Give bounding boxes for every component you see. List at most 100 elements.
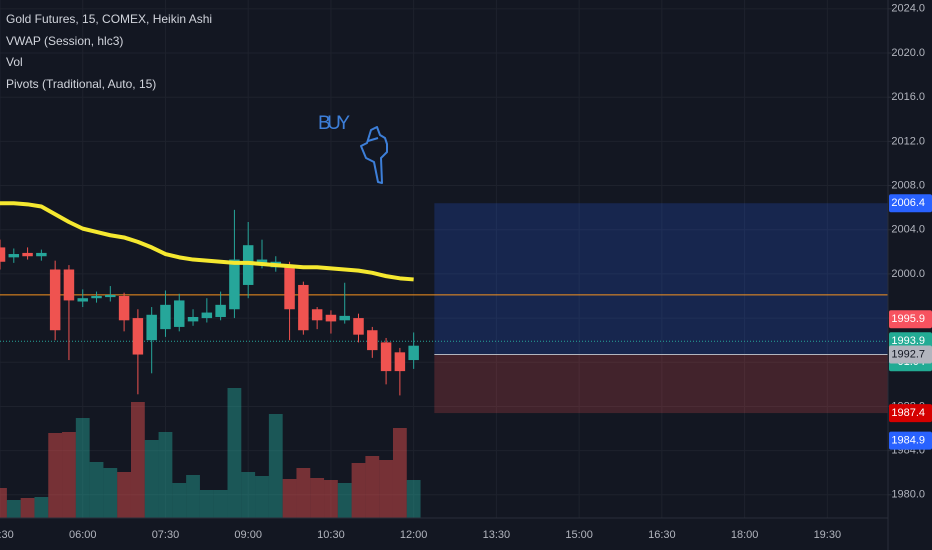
candle-body [77, 298, 88, 302]
y-tick-label: 2020.0 [891, 47, 925, 59]
axis-layer: 1980.01984.01988.01992.01996.02000.02004… [0, 3, 932, 541]
candle-body [229, 259, 240, 310]
candle-body [394, 352, 406, 372]
candle-body [187, 316, 199, 322]
candle-body [339, 315, 350, 321]
x-tick-label: 09:00 [234, 529, 262, 541]
price-label: 1992.7 [891, 348, 925, 360]
x-tick-label: 12:00 [400, 529, 428, 541]
price-label: 1984.9 [891, 435, 925, 447]
target-zone [434, 203, 888, 355]
volume-bar [172, 483, 187, 518]
candle-body [201, 312, 213, 319]
candle-body [215, 304, 226, 317]
volume-bar [392, 428, 407, 518]
volume-bar [296, 468, 311, 518]
volume-bar [48, 433, 63, 518]
x-tick-label: 18:00 [731, 529, 759, 541]
candle-body [284, 265, 295, 310]
candle-body [298, 284, 309, 331]
chart-title: Gold Futures, 15, COMEX, Heikin Ashi [6, 12, 212, 26]
x-tick-label: 10:30 [317, 529, 345, 541]
price-label-box [889, 310, 932, 329]
volume-bar [20, 498, 35, 518]
y-tick-label: 2008.0 [891, 179, 925, 191]
volume-bar [324, 480, 338, 518]
volume-bar [268, 414, 283, 518]
volume-bar [75, 418, 90, 518]
volume-bar [144, 440, 159, 518]
volume-bar [130, 402, 145, 518]
volume-bar [227, 388, 242, 518]
hand-icon [360, 126, 388, 184]
volume-bar [62, 432, 76, 518]
candle-body [174, 300, 185, 327]
y-tick-label: 1980.0 [891, 489, 925, 501]
x-tick-label: 07:30 [152, 529, 180, 541]
price-label: 2006.4 [891, 197, 925, 209]
candle-body [256, 259, 268, 264]
y-tick-label: 2012.0 [891, 135, 925, 147]
x-tick-label: 04:30 [0, 529, 14, 541]
price-label-box [889, 345, 932, 364]
volume-bar [282, 479, 297, 518]
candle-body [118, 296, 130, 321]
volume-bar [310, 478, 325, 518]
volume-bar [406, 480, 421, 518]
volume-bar [365, 456, 380, 518]
volume-bar [337, 483, 352, 518]
volume-bar [34, 497, 49, 518]
volume-bar [6, 500, 21, 518]
volume-bar [186, 475, 200, 518]
volume-bar [241, 472, 256, 518]
annotation: BUY [318, 113, 350, 134]
candle-body [91, 296, 102, 299]
candle-body [105, 294, 116, 298]
y-tick-label: 2004.0 [891, 224, 925, 236]
candle-body [0, 247, 6, 262]
candle-body [146, 314, 157, 341]
volume-bar [117, 472, 131, 518]
candle-body [353, 318, 364, 335]
indicator-label: VWAP (Session, hlc3) [6, 34, 123, 48]
y-tick-label: 2024.0 [891, 3, 925, 15]
x-tick-label: 15:00 [565, 529, 593, 541]
volume-bar [158, 432, 173, 518]
indicator-label: Vol [6, 55, 23, 69]
price-label: 1993.9 [891, 335, 925, 347]
candle-body [380, 342, 392, 372]
price-label-box [889, 404, 932, 423]
grid-layer [0, 0, 888, 518]
indicator-label: Pivots (Traditional, Auto, 15) [6, 77, 156, 91]
candle-body [242, 245, 254, 285]
candle-body [160, 304, 171, 330]
candle-body [22, 252, 33, 257]
candle-body [36, 252, 47, 257]
volume-bar [379, 460, 393, 518]
volume-bar [103, 468, 118, 518]
price-label: 1987.4 [891, 407, 925, 419]
y-tick-label: 2016.0 [891, 91, 925, 103]
price-label: 1995.9 [891, 313, 925, 325]
volume-bar [213, 490, 228, 518]
x-tick-label: 13:30 [483, 529, 511, 541]
volume-bar [255, 476, 269, 518]
candle-body [408, 345, 419, 361]
candle-body [63, 269, 75, 301]
y-tick-label: 2000.0 [891, 268, 925, 280]
vwap-line [0, 201, 414, 282]
stop-zone [434, 354, 888, 414]
volume-bar [89, 462, 104, 518]
candle-body [311, 309, 323, 321]
plot-area [0, 201, 888, 518]
price-label-box [889, 194, 932, 213]
x-tick-label: 16:30 [648, 529, 676, 541]
volume-bar [0, 488, 7, 518]
x-tick-label: 19:30 [814, 529, 842, 541]
candle-body [325, 314, 337, 322]
price-label-box [889, 431, 932, 450]
candle-body [49, 269, 61, 331]
volume-bar [351, 463, 366, 518]
